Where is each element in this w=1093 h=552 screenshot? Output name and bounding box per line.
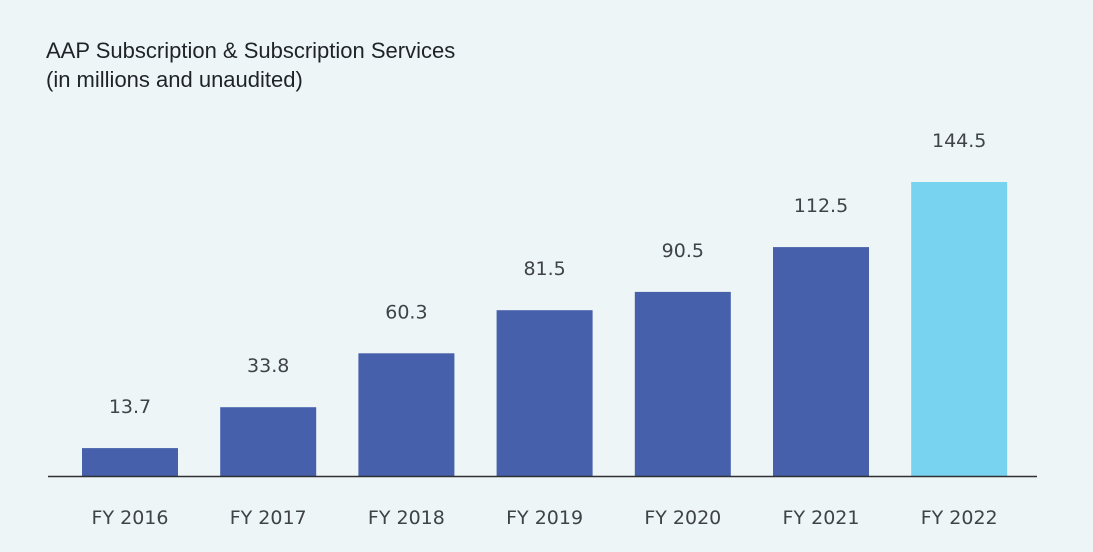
bar-fy-2022 [911, 182, 1008, 476]
value-label-fy-2018: 60.3 [385, 301, 427, 323]
value-label-fy-2017: 33.8 [247, 355, 289, 377]
value-label-fy-2022: 144.5 [932, 130, 986, 152]
x-tick-label-fy-2021: FY 2021 [783, 507, 860, 529]
value-label-fy-2020: 90.5 [662, 240, 704, 262]
chart-subtitle: (in millions and unaudited) [46, 67, 303, 92]
chart-title: AAP Subscription & Subscription Services [46, 38, 456, 63]
x-tick-label-fy-2018: FY 2018 [368, 507, 445, 529]
value-label-fy-2021: 112.5 [794, 195, 848, 217]
value-label-fy-2016: 13.7 [109, 396, 151, 418]
value-labels-group: 13.7 33.8 60.3 81.5 90.5 112.5 144.5 [109, 130, 987, 418]
bars-group [82, 182, 1008, 476]
bar-fy-2020 [634, 291, 731, 476]
bar-fy-2021 [773, 247, 869, 476]
x-tick-label-fy-2020: FY 2020 [644, 507, 721, 529]
x-tick-label-fy-2022: FY 2022 [921, 507, 998, 529]
x-tick-label-fy-2016: FY 2016 [92, 507, 169, 529]
bar-fy-2016 [82, 448, 178, 476]
x-tick-label-fy-2019: FY 2019 [506, 507, 583, 529]
x-tick-labels-group: FY 2016 FY 2017 FY 2018 FY 2019 FY 2020 FY 20… [92, 507, 998, 529]
chart-title-block: AAP Subscription & Subscription Services… [46, 36, 455, 94]
bar-fy-2017 [220, 407, 317, 476]
bar-fy-2018 [358, 353, 455, 476]
value-label-fy-2019: 81.5 [523, 258, 565, 280]
bar-fy-2019 [496, 310, 593, 476]
x-tick-label-fy-2017: FY 2017 [230, 507, 307, 529]
